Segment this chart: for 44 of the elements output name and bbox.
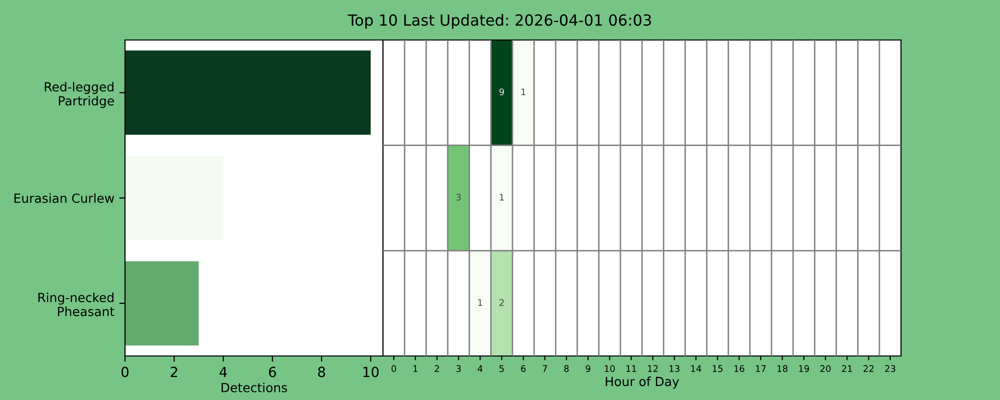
data-label: 3 [456, 194, 461, 201]
x-tick-label: 2 [434, 365, 439, 372]
chart-title: Top 10 Last Updated: 2026-04-01 06:03 [348, 14, 651, 29]
x-tick-label: 3 [456, 365, 461, 372]
x-tick-label: 8 [318, 366, 326, 378]
x-tick-label: 6 [521, 365, 526, 372]
x-tick-label: 13 [670, 365, 680, 372]
x-tick-label: 0 [121, 366, 128, 378]
x-tick-label: 4 [478, 365, 482, 372]
x-tick-label: 5 [500, 365, 504, 372]
bar [125, 261, 199, 346]
data-label: 1 [478, 299, 482, 306]
x-tick-label: 21 [842, 365, 852, 372]
x-tick-label: 19 [799, 365, 809, 372]
x-tick-label: 12 [648, 365, 658, 372]
x-tick-label: 2 [170, 366, 178, 377]
x-tick-label: 18 [778, 365, 788, 372]
x-tick-label: 7 [542, 365, 547, 372]
x-axis-title: Detections [222, 382, 288, 392]
x-tick-label: 14 [691, 365, 702, 372]
x-tick-label: 1 [413, 365, 418, 372]
data-label: 1 [500, 194, 504, 200]
data-label: 1 [521, 88, 526, 96]
x-tick-label: 15 [712, 365, 722, 372]
x-tick-label: 10 [363, 366, 379, 378]
x-axis-title: Hour of Day [606, 376, 680, 389]
data-label: 9 [499, 88, 504, 96]
x-tick-label: 6 [268, 366, 276, 378]
y-tick-label: Eurasian Curlew [14, 193, 114, 203]
y-tick-label: Red-legged Partridge [44, 82, 114, 108]
x-tick-label: 10 [604, 365, 615, 372]
data-label: 2 [500, 299, 504, 306]
x-tick-label: 9 [586, 365, 590, 372]
bar [125, 50, 371, 135]
x-tick-label: 17 [756, 365, 766, 372]
y-tick-label: Ring-necked Pheasant [38, 292, 114, 316]
x-tick-label: 8 [564, 365, 569, 372]
x-tick-label: 11 [626, 365, 636, 372]
x-tick-label: 16 [734, 365, 744, 372]
x-tick-label: 4 [220, 366, 227, 377]
x-tick-label: 0 [392, 365, 396, 372]
x-tick-label: 23 [885, 365, 896, 372]
x-tick-label: 22 [864, 365, 874, 372]
x-tick-label: 20 [820, 365, 831, 372]
